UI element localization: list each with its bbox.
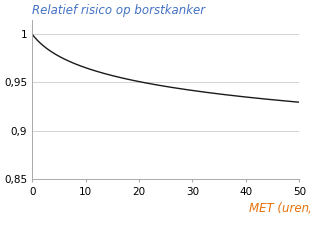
- Text: Relatief risico op borstkanker: Relatief risico op borstkanker: [32, 4, 205, 17]
- X-axis label: MET (uren/week): MET (uren/week): [250, 201, 310, 214]
